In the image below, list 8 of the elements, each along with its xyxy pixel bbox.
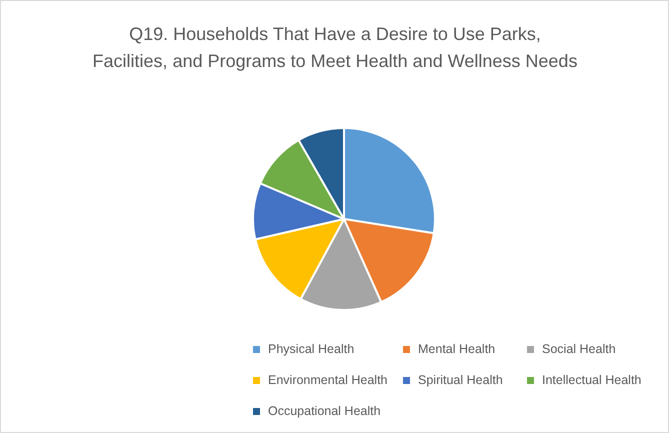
legend-label: Mental Health <box>418 342 496 356</box>
legend-label: Intellectual Health <box>542 373 642 387</box>
legend-label: Occupational Health <box>268 404 381 418</box>
legend-label: Physical Health <box>268 342 354 356</box>
chart-title: Q19. Households That Have a Desire to Use Parks, Facilities, and Programs to Meet Health and Wellness Needs <box>92 23 578 73</box>
legend-label: Environmental Health <box>268 373 388 387</box>
legend-label: Social Health <box>542 342 616 356</box>
legend-label: Spiritual Health <box>418 373 503 387</box>
